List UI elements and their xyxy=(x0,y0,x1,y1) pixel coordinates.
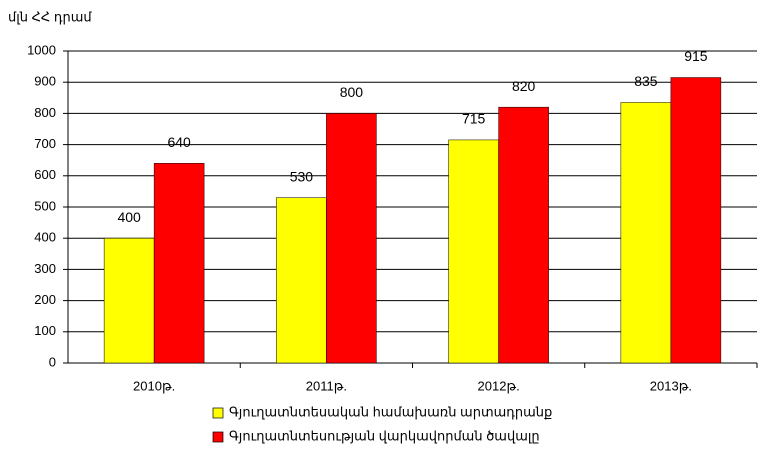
x-tick-label: 2013թ. xyxy=(650,378,692,393)
bar xyxy=(103,237,155,364)
y-tick-label: 500 xyxy=(34,198,56,213)
y-tick-label: 1000 xyxy=(27,42,56,57)
bar xyxy=(620,102,672,364)
bar xyxy=(326,113,377,364)
value-label: 530 xyxy=(290,168,314,184)
bar xyxy=(448,139,499,364)
y-tick-label: 900 xyxy=(34,74,56,89)
y-tick-label: 400 xyxy=(34,230,56,245)
legend-label: Գյուղատնտեսության վարկավորման ծավալը xyxy=(229,428,540,443)
bar xyxy=(153,163,205,364)
y-tick-label: 100 xyxy=(34,323,56,338)
value-label: 715 xyxy=(462,111,486,127)
y-axis-label: մլն ՀՀ դրամ xyxy=(8,9,92,24)
value-label: 915 xyxy=(684,48,708,64)
value-label: 640 xyxy=(167,134,191,150)
x-tick-label: 2010թ. xyxy=(133,378,175,393)
y-tick-label: 800 xyxy=(34,105,56,120)
value-label: 835 xyxy=(634,73,658,89)
x-tick-label: 2012թ. xyxy=(478,378,520,393)
legend-swatch xyxy=(212,407,224,419)
value-label: 820 xyxy=(512,78,536,94)
bar xyxy=(498,106,549,364)
y-tick-label: 600 xyxy=(34,167,56,182)
x-tick-label: 2011թ. xyxy=(306,378,347,393)
value-label: 400 xyxy=(117,209,141,225)
y-tick-label: 300 xyxy=(34,261,56,276)
y-tick-label: 700 xyxy=(34,136,56,151)
bar xyxy=(670,77,722,364)
value-label: 800 xyxy=(340,84,364,100)
y-tick-label: 200 xyxy=(34,292,56,307)
bar xyxy=(276,197,327,364)
legend-label: Գյուղատնտեսական համախառն արտադրանք xyxy=(229,404,552,419)
legend-swatch xyxy=(212,431,224,443)
y-tick-label: 0 xyxy=(49,354,56,369)
